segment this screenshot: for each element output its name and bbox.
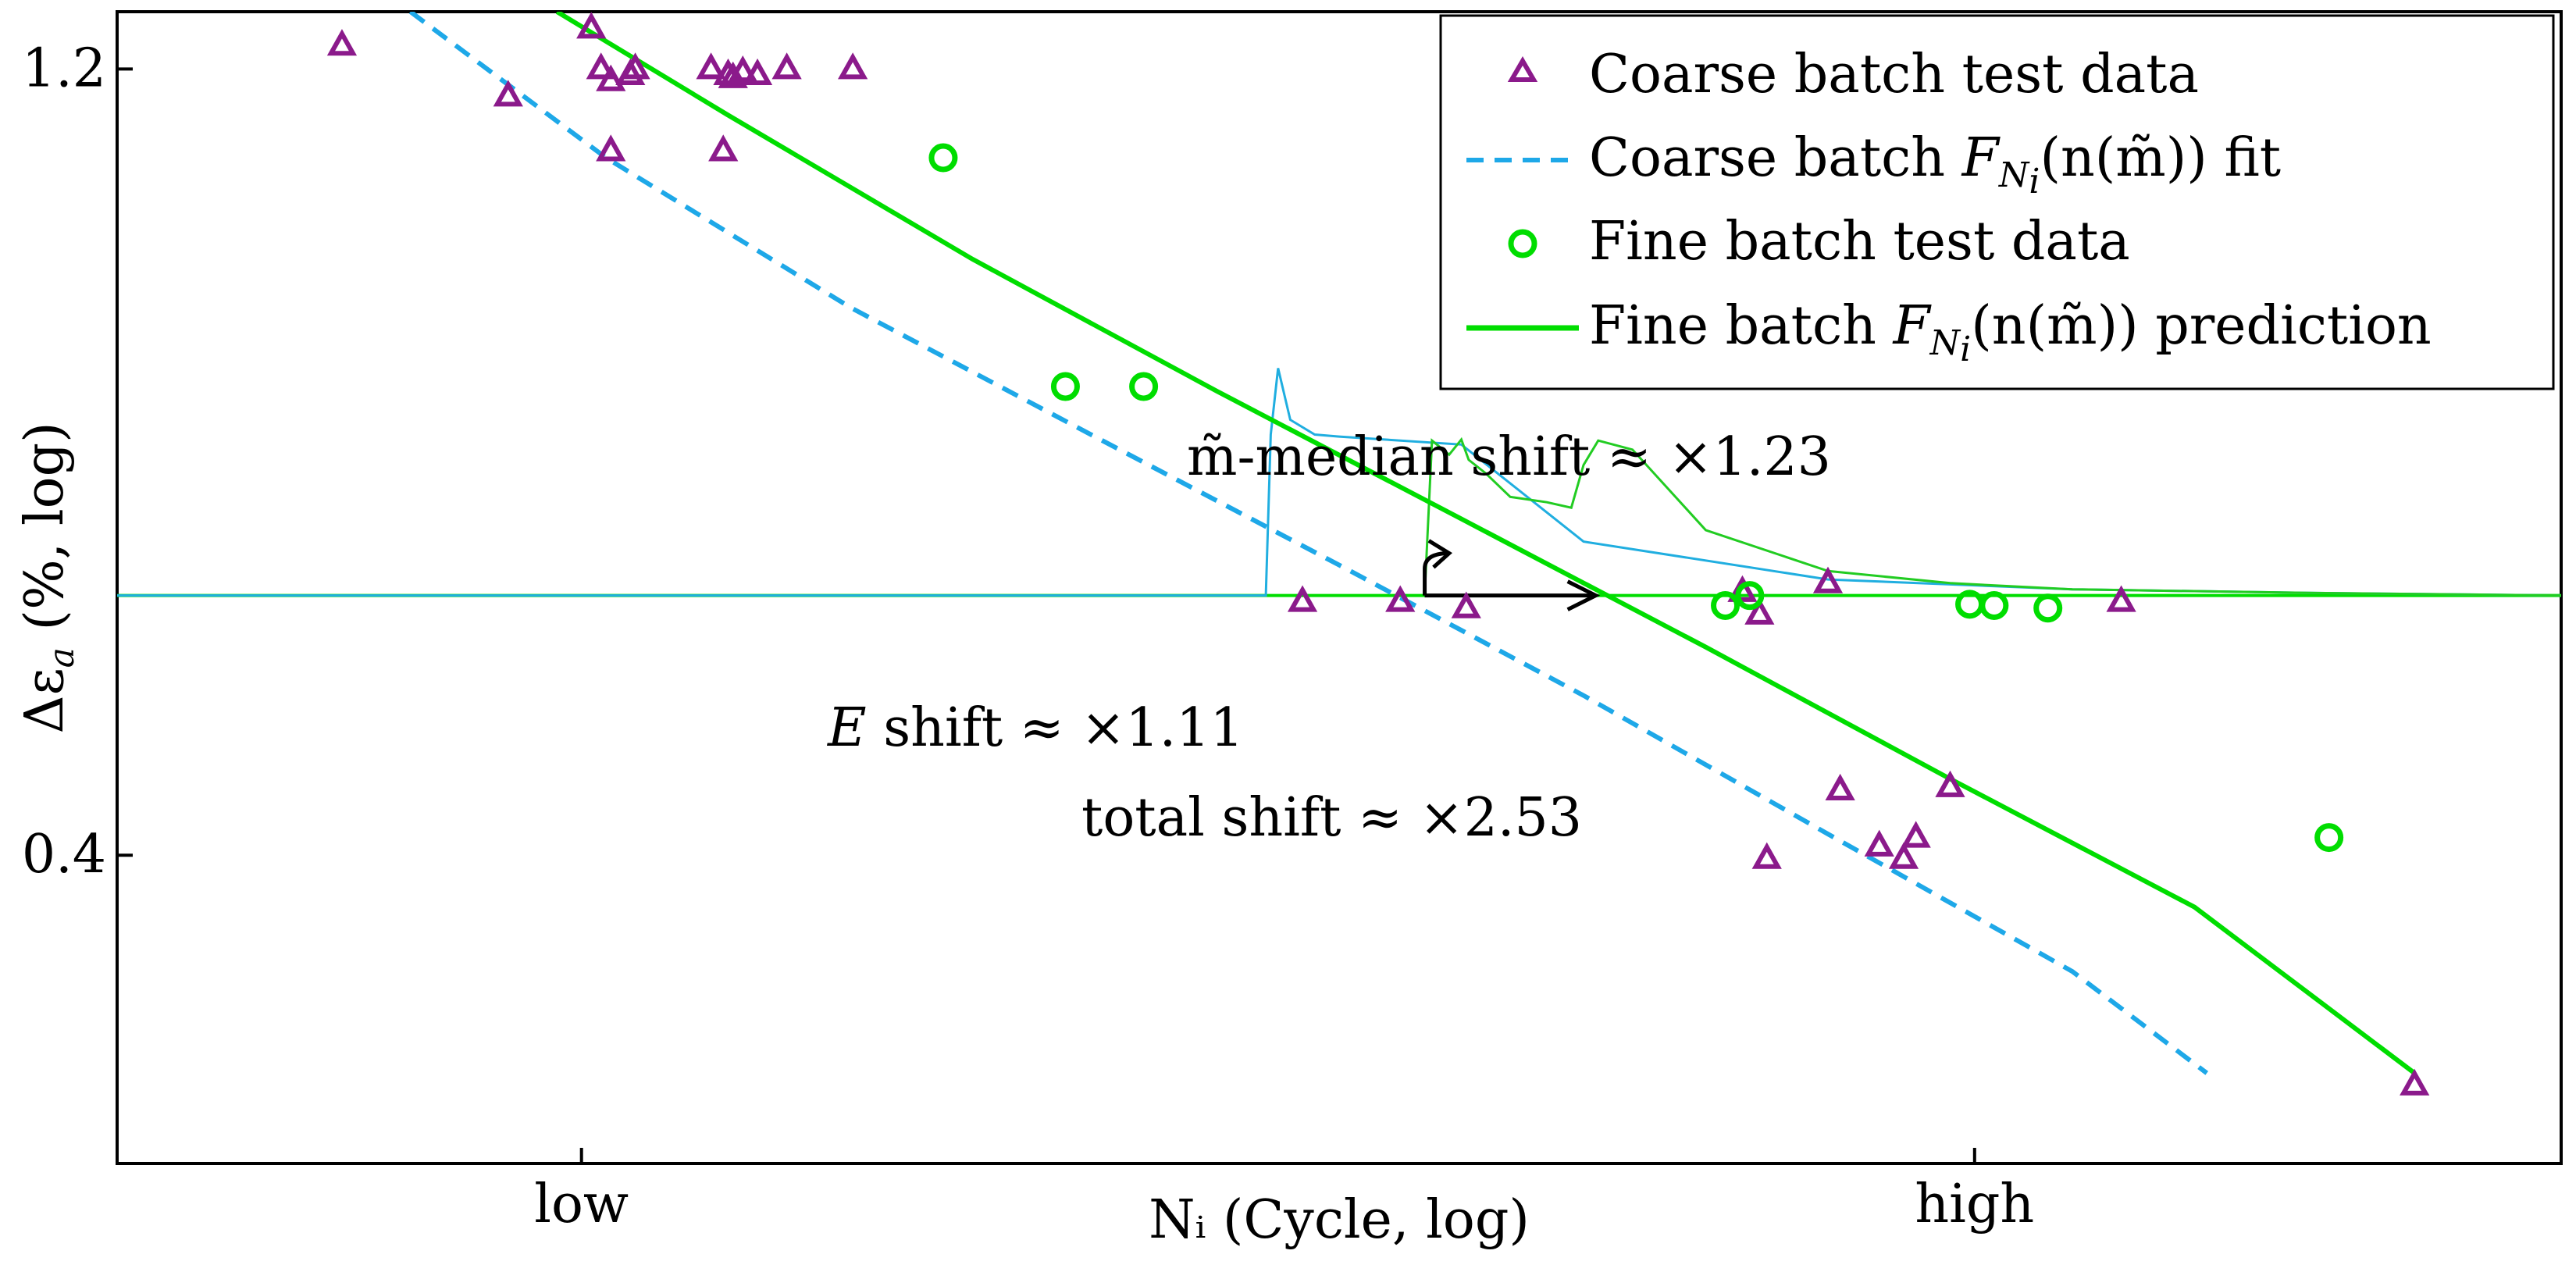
coarse-data-point [1935, 770, 1965, 797]
fine-data-point [1711, 590, 1740, 620]
fine-data-point [1979, 590, 2009, 620]
legend: Coarse batch test data Coarse batch FNi(… [1439, 14, 2555, 390]
x-tick-label: low [534, 1174, 629, 1235]
y-axis-title: Δεa (%, log) [14, 422, 82, 733]
axis-ticks-group: 0.4 1.2 low high [22, 37, 2034, 1235]
annotation-e-shift: E shift ≈ ×1.11 [826, 697, 1244, 759]
coarse-data-point [708, 134, 739, 162]
coarse-data-point [1864, 829, 1894, 857]
legend-circle-icon [1508, 229, 1537, 258]
coarse-data-point [596, 134, 626, 162]
coarse-data-point [1451, 591, 1481, 618]
legend-label-coarse-fit: Coarse batch FNi(n(m̃)) fit [1589, 127, 2281, 201]
coarse-data-point [742, 58, 773, 86]
fine-prediction-line [555, 12, 2417, 1075]
legend-label-fine-data: Fine batch test data [1589, 211, 2130, 273]
coarse-data-point [728, 55, 758, 83]
coarse-data-point [586, 52, 616, 80]
annotation-total-shift: total shift ≈ ×2.53 [1081, 787, 1582, 849]
coarse-data-point [596, 64, 626, 91]
x-tick-label: high [1915, 1174, 2034, 1235]
shift-arrows-group [1423, 539, 1601, 611]
total-shift-arrowhead [1566, 579, 1601, 611]
y-tick-label: 0.4 [22, 824, 106, 885]
coarse-data-point [1812, 566, 1844, 593]
coarse-data-point [838, 52, 868, 80]
fine-data-point [1129, 372, 1159, 401]
coarse-data-point [493, 80, 523, 107]
coarse-data-point [1751, 842, 1782, 869]
fine-data-point [928, 143, 958, 173]
coarse-data-point [620, 52, 650, 80]
y-tick-label: 1.2 [22, 37, 106, 99]
fine-data-point [1735, 581, 1765, 611]
coarse-data-point [1901, 821, 1931, 848]
e-shift-arrowhead [1427, 539, 1453, 569]
coarse-data-point [326, 29, 358, 56]
coarse-data-point [1287, 585, 1318, 612]
fine-data-point [2033, 593, 2063, 623]
data-markers-group [326, 12, 2430, 1096]
annotation-m-median-shift: m̃-median shift ≈ ×1.23 [1187, 426, 1831, 488]
legend-label-coarse-data: Coarse batch test data [1589, 44, 2199, 105]
legend-triangle-icon [1507, 56, 1538, 82]
plot-frame [116, 10, 2563, 1165]
fine-data-point [2314, 823, 2344, 853]
coarse-data-point [1744, 597, 1775, 625]
coarse-data-point [696, 52, 726, 80]
coarse-fit-line [408, 12, 2209, 1075]
legend-label-fine-prediction: Fine batch FNi(n(m̃)) prediction [1589, 295, 2432, 369]
histograms-group [117, 368, 2561, 597]
coarse-data-point [2106, 585, 2136, 612]
histogram-green-line [1423, 436, 2561, 597]
coarse-data-point [771, 52, 802, 80]
coarse-data-point [1825, 773, 1855, 801]
fit-lines-group [408, 12, 2417, 1075]
coarse-data-point [1385, 585, 1416, 612]
e-shift-arrow-line [1423, 550, 1449, 596]
coarse-data-point [1888, 842, 1919, 869]
coarse-data-point [576, 12, 607, 39]
x-axis-title: Nᵢ (Cycle, log) [1149, 1189, 1530, 1251]
fine-data-point [1050, 372, 1080, 401]
coarse-data-point [718, 61, 748, 88]
coarse-data-point [2400, 1068, 2430, 1096]
legend-box [1439, 14, 2555, 390]
